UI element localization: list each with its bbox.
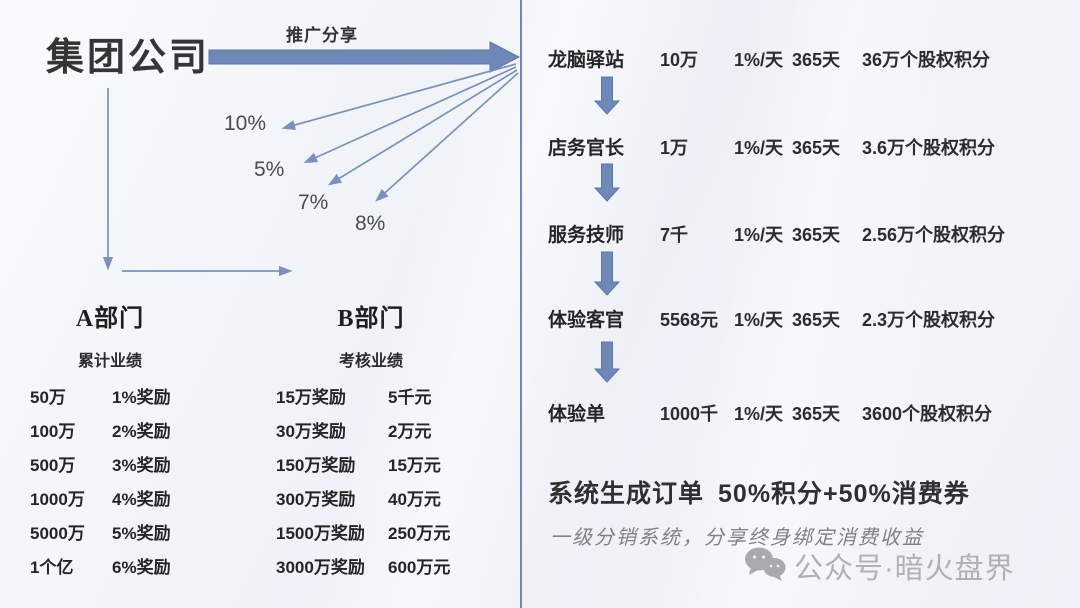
flow-arrow-1 bbox=[593, 76, 621, 115]
level-amount: 1000千 bbox=[660, 404, 719, 424]
table-row: 100万 2%奖励 bbox=[30, 415, 190, 449]
reward-cell: 2%奖励 bbox=[112, 422, 171, 441]
reward-cell: 3000万奖励 bbox=[276, 558, 365, 577]
table-row: 5000万 5%奖励 bbox=[30, 517, 190, 551]
reward-cell: 1%奖励 bbox=[112, 388, 171, 407]
level-rate: 1%/天 bbox=[734, 138, 784, 158]
level-points: 2.56万个股权积分 bbox=[862, 225, 1006, 245]
dept-b-title: B部门 bbox=[337, 306, 405, 332]
amount-cell: 15万元 bbox=[388, 456, 441, 475]
table-row: 15万奖励 5千元 bbox=[276, 381, 466, 415]
table-row: 1000万 4%奖励 bbox=[30, 483, 190, 517]
reward-cell: 6%奖励 bbox=[112, 558, 171, 577]
level-rate: 1%/天 bbox=[734, 404, 784, 424]
amount-cell: 2万元 bbox=[388, 422, 432, 441]
level-days: 365天 bbox=[792, 225, 841, 245]
reward-cell: 30万奖励 bbox=[276, 422, 346, 441]
table-row: 3000万奖励 600万元 bbox=[276, 551, 466, 585]
table-row: 300万奖励 40万元 bbox=[276, 483, 466, 517]
level-points: 2.3万个股权积分 bbox=[862, 310, 996, 330]
order-summary-value: 50%积分+50%消费券 bbox=[718, 480, 970, 508]
commission-pct-8: 8% bbox=[355, 212, 386, 235]
level-amount: 10万 bbox=[660, 50, 699, 70]
order-summary: 系统生成订单 50%积分+50%消费券 bbox=[548, 474, 970, 510]
commission-pct-7: 7% bbox=[298, 191, 329, 214]
flow-arrow-4 bbox=[593, 341, 621, 383]
order-summary-label: 系统生成订单 bbox=[548, 480, 705, 508]
watermark: 公众号·暗火盘界 bbox=[744, 545, 1015, 587]
level-name: 服务技师 bbox=[548, 225, 625, 246]
fan-arrow-7pct bbox=[327, 69, 518, 186]
reward-cell: 3%奖励 bbox=[112, 456, 171, 475]
table-row: 1500万奖励 250万元 bbox=[276, 517, 466, 551]
dept-a-subtitle: 累计业绩 bbox=[77, 353, 142, 370]
flow-arrow-2 bbox=[593, 163, 621, 202]
commission-pct-10: 10% bbox=[224, 112, 267, 135]
amount-cell: 250万元 bbox=[388, 524, 451, 543]
level-amount: 1万 bbox=[660, 138, 689, 158]
dept-b-table: B部门 考核业绩 15万奖励 5千元 30万奖励 2万元 150万奖励 15万元 30… bbox=[276, 298, 466, 585]
level-row-fuwu: 服务技师 7千 1%/天 365天 2.56万个股权积分 bbox=[548, 220, 1028, 247]
wechat-icon bbox=[744, 546, 786, 587]
level-points: 3600个股权积分 bbox=[862, 404, 993, 424]
level-amount: 7千 bbox=[660, 225, 689, 245]
reward-cell: 4%奖励 bbox=[112, 490, 171, 509]
distribution-note: 一级分销系统，分享终身绑定消费收益 bbox=[550, 527, 924, 549]
table-row: 30万奖励 2万元 bbox=[276, 415, 466, 449]
level-amount: 5568元 bbox=[660, 310, 719, 330]
fan-arrow-8pct bbox=[375, 72, 519, 202]
level-days: 365天 bbox=[792, 310, 841, 330]
level-points: 36万个股权积分 bbox=[862, 50, 991, 70]
reward-cell: 15万奖励 bbox=[276, 388, 346, 407]
promote-arrow-label: 推广分享 bbox=[286, 26, 358, 45]
level-name: 龙脑驿站 bbox=[548, 50, 625, 71]
level-row-longnao: 龙脑驿站 10万 1%/天 365天 36万个股权积分 bbox=[548, 45, 1028, 72]
threshold-cell: 1个亿 bbox=[30, 558, 74, 577]
table-row: 50万 1%奖励 bbox=[30, 381, 190, 415]
level-days: 365天 bbox=[792, 138, 841, 158]
level-rate: 1%/天 bbox=[734, 225, 784, 245]
fan-arrow-10pct bbox=[281, 63, 517, 130]
promote-arrow bbox=[208, 41, 521, 73]
dept-a-title: A部门 bbox=[75, 306, 145, 332]
page-title: 集团公司 bbox=[46, 37, 211, 79]
amount-cell: 5千元 bbox=[388, 388, 432, 407]
level-points: 3.6万个股权积分 bbox=[862, 138, 996, 158]
reward-cell: 300万奖励 bbox=[276, 490, 356, 509]
table-row: 500万 3%奖励 bbox=[30, 449, 190, 483]
level-name: 店务官长 bbox=[548, 138, 625, 159]
level-rate: 1%/天 bbox=[734, 50, 784, 70]
level-row-dianwu: 店务官长 1万 1%/天 365天 3.6万个股权积分 bbox=[548, 133, 1028, 160]
level-days: 365天 bbox=[792, 404, 841, 424]
flow-arrow-3 bbox=[593, 251, 621, 296]
level-name: 体验客官 bbox=[548, 310, 625, 331]
watermark-text: 公众号·暗火盘界 bbox=[794, 553, 1015, 585]
reward-cell: 5%奖励 bbox=[112, 524, 171, 543]
level-rate: 1%/天 bbox=[734, 310, 784, 330]
level-days: 365天 bbox=[792, 50, 841, 70]
fan-arrow-5pct bbox=[303, 66, 517, 164]
dept-b-subtitle: 考核业绩 bbox=[338, 353, 403, 370]
threshold-cell: 5000万 bbox=[30, 524, 85, 543]
threshold-cell: 1000万 bbox=[30, 490, 85, 509]
level-name: 体验单 bbox=[548, 404, 606, 425]
level-row-tiyandan: 体验单 1000千 1%/天 365天 3600个股权积分 bbox=[548, 399, 1028, 426]
table-row: 150万奖励 15万元 bbox=[276, 449, 466, 483]
threshold-cell: 100万 bbox=[30, 422, 76, 441]
threshold-cell: 500万 bbox=[30, 456, 76, 475]
amount-cell: 40万元 bbox=[388, 490, 441, 509]
commission-pct-5: 5% bbox=[254, 158, 285, 181]
dept-a-table: A部门 累计业绩 50万 1%奖励 100万 2%奖励 500万 3%奖励 1000万… bbox=[30, 298, 190, 585]
level-row-tiyankeguan: 体验客官 5568元 1%/天 365天 2.3万个股权积分 bbox=[548, 305, 1028, 332]
threshold-cell: 50万 bbox=[30, 388, 66, 407]
dept-b-rows: 15万奖励 5千元 30万奖励 2万元 150万奖励 15万元 300万奖励 40万元 … bbox=[276, 381, 466, 585]
table-row: 1个亿 6%奖励 bbox=[30, 551, 190, 585]
reward-cell: 150万奖励 bbox=[276, 456, 356, 475]
reward-cell: 1500万奖励 bbox=[276, 524, 365, 543]
dept-a-rows: 50万 1%奖励 100万 2%奖励 500万 3%奖励 1000万 4%奖励 5000… bbox=[30, 381, 190, 585]
amount-cell: 600万元 bbox=[388, 558, 451, 577]
